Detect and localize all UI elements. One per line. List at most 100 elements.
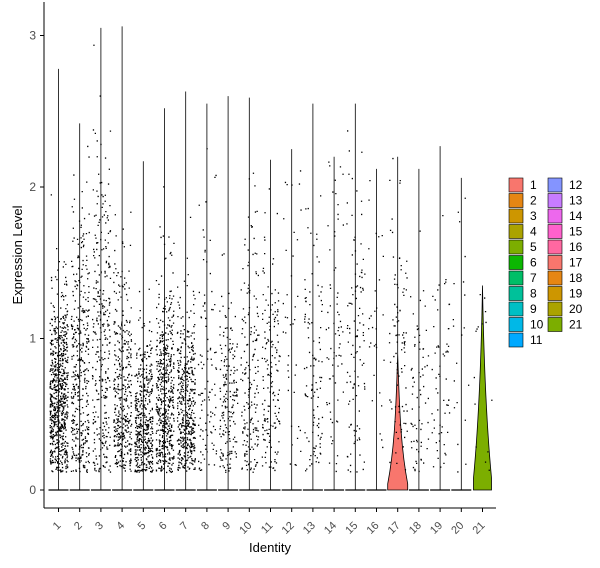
points-18 xyxy=(410,230,430,473)
points-8 xyxy=(197,148,218,471)
legend-swatch xyxy=(508,332,524,348)
legend-swatch xyxy=(547,301,563,317)
legend-swatch xyxy=(508,317,524,332)
points-2 xyxy=(70,145,90,474)
legend-item-1: 1 xyxy=(508,177,537,193)
x-tick-label: 18 xyxy=(407,520,424,537)
legend-item-11: 11 xyxy=(508,332,543,348)
legend-item-13: 13 xyxy=(547,193,583,208)
legend-swatch xyxy=(508,255,524,270)
legend-item-2: 2 xyxy=(508,193,537,208)
legend-item-4: 4 xyxy=(508,224,537,239)
legend-label: 11 xyxy=(530,333,543,347)
legend-swatch xyxy=(547,177,563,193)
legend-label: 19 xyxy=(569,287,583,301)
x-tick-label: 1 xyxy=(51,520,64,533)
x-tick-label: 9 xyxy=(220,520,233,533)
legend-label: 16 xyxy=(569,240,583,254)
violin-21 xyxy=(473,285,492,491)
x-tick-label: 16 xyxy=(364,520,381,537)
legend-item-16: 16 xyxy=(547,239,583,255)
x-tick-label: 5 xyxy=(136,520,149,533)
x-tick-label: 17 xyxy=(386,520,403,537)
legend-swatch xyxy=(508,224,524,239)
axes-layer xyxy=(43,2,496,509)
legend-label: 8 xyxy=(530,287,537,301)
legend-label: 4 xyxy=(530,225,537,239)
legend-label: 5 xyxy=(530,240,537,254)
violin-17 xyxy=(387,156,409,491)
x-tick-label: 10 xyxy=(237,520,254,537)
points-4 xyxy=(113,211,133,472)
legend-swatch xyxy=(508,193,524,208)
points-9 xyxy=(219,253,239,473)
legend-swatch xyxy=(508,286,524,301)
legend-swatch xyxy=(508,239,524,255)
y-tick-label: 1 xyxy=(29,332,36,346)
x-tick-label: 6 xyxy=(157,520,170,533)
legend-label: 2 xyxy=(530,194,537,208)
legend-item-21: 21 xyxy=(547,317,583,332)
legend-label: 20 xyxy=(569,302,583,316)
legend-label: 13 xyxy=(569,194,583,208)
legend-swatch xyxy=(547,317,563,332)
y-ticks-layer: 0 1 2 3 xyxy=(29,29,44,497)
legend-item-7: 7 xyxy=(508,270,537,286)
x-tick-label: 13 xyxy=(301,520,318,537)
legend-item-6: 6 xyxy=(508,255,537,270)
points-15 xyxy=(346,130,366,473)
legend-swatch xyxy=(508,270,524,286)
legend-item-15: 15 xyxy=(547,224,583,239)
legend-swatch xyxy=(547,270,563,286)
legend-item-12: 12 xyxy=(547,177,583,193)
legend-swatch xyxy=(547,193,563,208)
legend-item-14: 14 xyxy=(547,208,583,224)
x-ticks-layer: 1 2 3 4 5 6 7 8 9 10 11 12 13 14 15 16 17 18 19 20 21 xyxy=(51,508,488,537)
legend-item-18: 18 xyxy=(547,270,583,286)
legend-label: 3 xyxy=(530,209,537,223)
legend-label: 18 xyxy=(569,271,583,285)
legend-swatch xyxy=(547,239,563,255)
points-14 xyxy=(325,161,344,473)
legend-swatch xyxy=(547,208,563,224)
points-19 xyxy=(431,215,451,468)
legend-label: 17 xyxy=(569,256,583,270)
legend-item-5: 5 xyxy=(508,239,537,255)
legend-swatch xyxy=(547,255,563,270)
x-tick-label: 2 xyxy=(72,520,85,533)
x-tick-label: 19 xyxy=(428,520,445,537)
legend-item-17: 17 xyxy=(547,255,583,270)
legend-item-19: 19 xyxy=(547,286,583,301)
points-11 xyxy=(261,188,281,472)
x-tick-label: 12 xyxy=(280,520,297,537)
legend-item-9: 9 xyxy=(508,301,537,317)
legend-swatch xyxy=(508,177,524,193)
jitter-points-layer xyxy=(49,44,493,474)
y-axis-title: Expression Level xyxy=(10,205,25,304)
legend-label: 6 xyxy=(530,256,537,270)
points-10 xyxy=(240,172,260,473)
y-tick-label: 2 xyxy=(29,180,36,194)
x-tick-label: 11 xyxy=(259,520,276,537)
x-tick-label: 14 xyxy=(322,520,339,537)
x-tick-label: 8 xyxy=(199,520,212,533)
y-tick-label: 0 xyxy=(29,483,36,497)
legend-label: 9 xyxy=(530,302,537,316)
legend-label: 21 xyxy=(569,318,583,332)
points-6 xyxy=(155,186,175,474)
legend-label: 10 xyxy=(530,318,544,332)
points-12 xyxy=(282,170,302,466)
x-tick-label: 3 xyxy=(93,520,106,533)
x-tick-label: 4 xyxy=(114,520,127,533)
legend-swatch xyxy=(508,301,524,317)
legend-label: 14 xyxy=(569,209,583,223)
legend-swatch xyxy=(547,224,563,239)
legend-item-3: 3 xyxy=(508,208,537,224)
legend-label: 1 xyxy=(530,178,537,192)
legend-label: 12 xyxy=(569,178,583,192)
legend-swatch xyxy=(547,286,563,301)
legend-label: 15 xyxy=(569,225,583,239)
points-13 xyxy=(303,195,324,472)
